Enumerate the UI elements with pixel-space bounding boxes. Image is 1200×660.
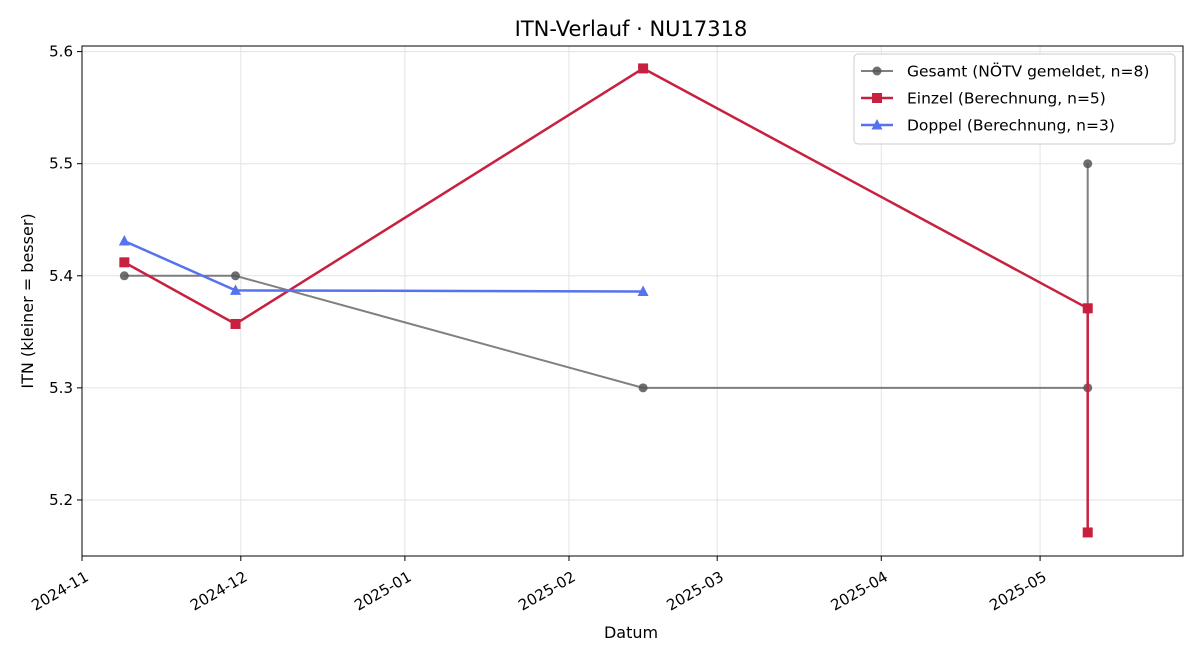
legend-box [853,53,1176,145]
legend-marker [871,119,883,130]
data-point [638,383,648,393]
x-tick-label: 2025-04 [828,568,891,615]
data-point [118,235,130,246]
data-point [1082,527,1093,538]
legend-label: Doppel (Berechnung, n=3) [907,117,1115,135]
series-square [119,63,1093,538]
x-axis: 2024-11 2024-12 2025-01 2025-02 2025-03 2025-… [28,556,1050,615]
data-point [1083,159,1093,169]
y-tick-label: 5.6 [49,43,73,61]
legend-marker [872,66,882,76]
y-tick-label: 5.4 [49,267,73,285]
x-tick-label: 2025-02 [515,568,578,615]
x-tick-label: 2024-11 [28,568,91,615]
data-point [637,285,649,296]
legend: Gesamt (NÖTV gemeldet, n=8) Einzel (Berec… [853,53,1176,145]
y-tick-label: 5.5 [49,155,73,173]
data-point [638,63,649,74]
series-line [124,162,1089,389]
data-point [230,318,241,329]
plot-frame [81,45,1184,557]
legend-marker [872,93,882,103]
y-axis-label: ITN (kleiner = besser) [18,213,37,388]
chart-title: ITN-Verlauf · NU17318 [515,17,748,41]
y-axis: 5.2 5.3 5.4 5.5 5.6 [49,43,82,509]
x-tick-label: 2025-03 [664,568,727,615]
data-point [119,257,130,268]
y-tick-label: 5.2 [49,491,73,509]
x-tick-label: 2025-05 [986,568,1049,615]
series-line [123,239,644,293]
data-point [119,271,129,281]
legend-label: Gesamt (NÖTV gemeldet, n=8) [907,62,1149,81]
data-point [231,271,241,281]
data-point [1082,303,1093,314]
x-tick-label: 2025-01 [351,568,414,615]
x-tick-label: 2024-12 [187,568,250,615]
x-axis-label: Datum [604,623,658,642]
series-triangle [118,235,649,296]
y-tick-label: 5.3 [49,379,73,397]
data-point [230,284,242,295]
legend-label: Einzel (Berechnung, n=5) [907,90,1106,108]
series-layer [118,63,1093,538]
